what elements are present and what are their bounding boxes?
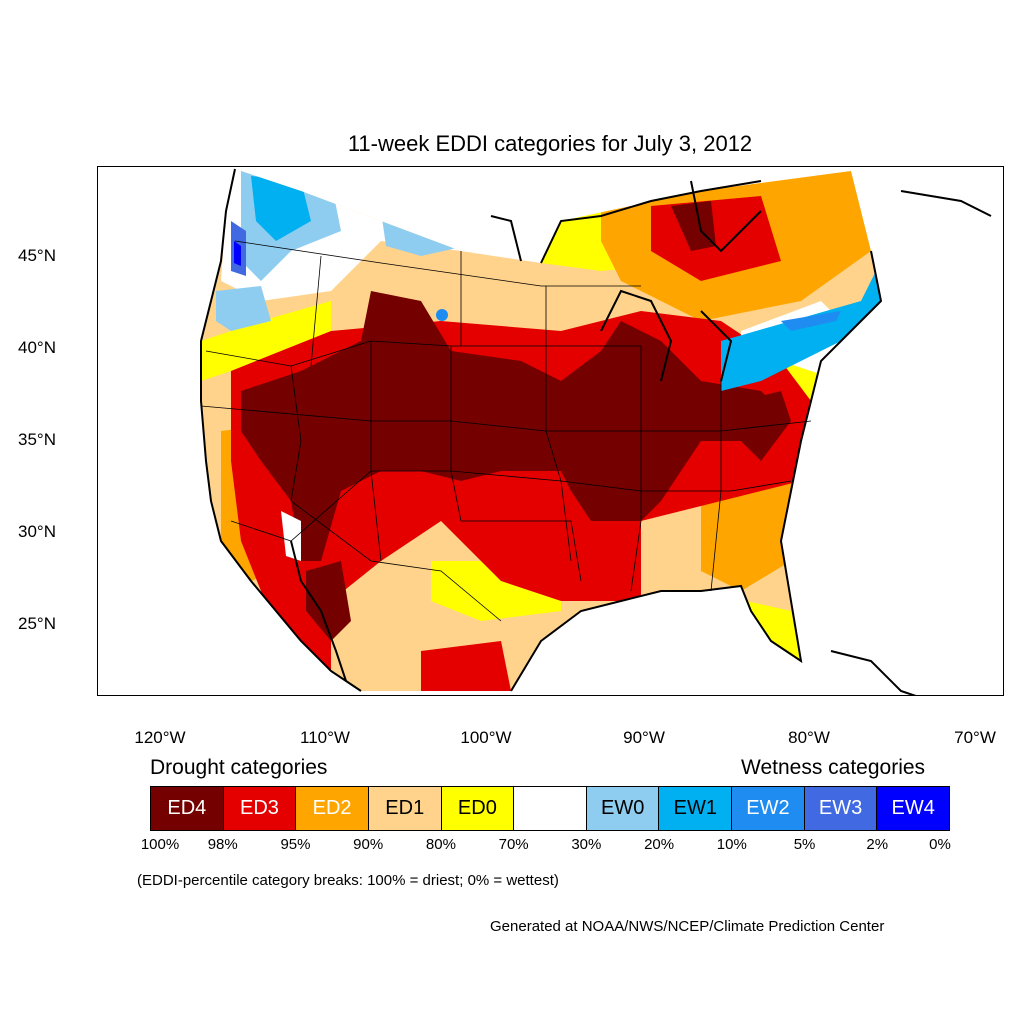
legend-box-neutral (514, 787, 587, 830)
map-title: 11-week EDDI categories for July 3, 2012 (347, 131, 753, 156)
percentile-label: 98% (207, 836, 238, 853)
state-boundaries (200, 240, 812, 622)
lat-label-40: 40°N (18, 338, 56, 357)
legend-box-ed0: ED0 (441, 787, 515, 830)
legend-box-ed1: ED1 (368, 787, 442, 830)
percentile-label: 70% (498, 836, 529, 853)
legend-box-ew0: EW0 (586, 787, 660, 830)
percentile-label: 10% (716, 836, 747, 853)
lon-label-110: 110°W (300, 728, 350, 747)
percentile-label: 30% (571, 836, 602, 853)
percentile-label: 2% (866, 836, 889, 853)
coastline (200, 168, 992, 695)
lon-label-70: 70°W (954, 728, 996, 747)
percentile-label: 5% (793, 836, 816, 853)
legend-box-ew2: EW2 (732, 787, 805, 830)
percentile-label: 80% (425, 836, 456, 853)
lat-label-25: 25°N (18, 614, 56, 633)
legend-box-ed2: ED2 (296, 787, 369, 830)
lon-label-80: 80°W (788, 728, 830, 747)
percentile-label: 95% (280, 836, 311, 853)
legend-box-ew3: EW3 (804, 787, 878, 830)
legend-box-ew4: EW4 (877, 787, 950, 830)
category-legend: ED4 ED3 ED2 ED1 ED0 EW0 EW1 EW2 EW3 EW4 (150, 786, 950, 831)
lon-label-120: 120°W (134, 728, 186, 747)
percentile-label: 90% (353, 836, 384, 853)
category-note: (EDDI-percentile category breaks: 100% =… (137, 872, 559, 889)
lon-label-90: 90°W (623, 728, 665, 747)
eddi-field (201, 169, 881, 691)
drought-heading: Drought categories (150, 756, 328, 779)
credit-line: Generated at NOAA/NWS/NCEP/Climate Predi… (490, 918, 885, 935)
lat-label-35: 35°N (18, 430, 56, 449)
map-canvas (200, 168, 992, 695)
eddi-map (97, 166, 1004, 696)
wetness-heading: Wetness categories (741, 756, 926, 779)
lon-label-100: 100°W (460, 728, 512, 747)
lat-label-30: 30°N (18, 522, 56, 541)
legend-box-ed4: ED4 (151, 787, 224, 830)
legend-box-ed3: ED3 (223, 787, 297, 830)
percentile-label: 0% (929, 836, 951, 853)
percentile-label: 20% (644, 836, 675, 853)
lat-label-45: 45°N (18, 246, 56, 265)
legend-box-ew1: EW1 (659, 787, 733, 830)
percentile-label: 100% (140, 836, 180, 853)
